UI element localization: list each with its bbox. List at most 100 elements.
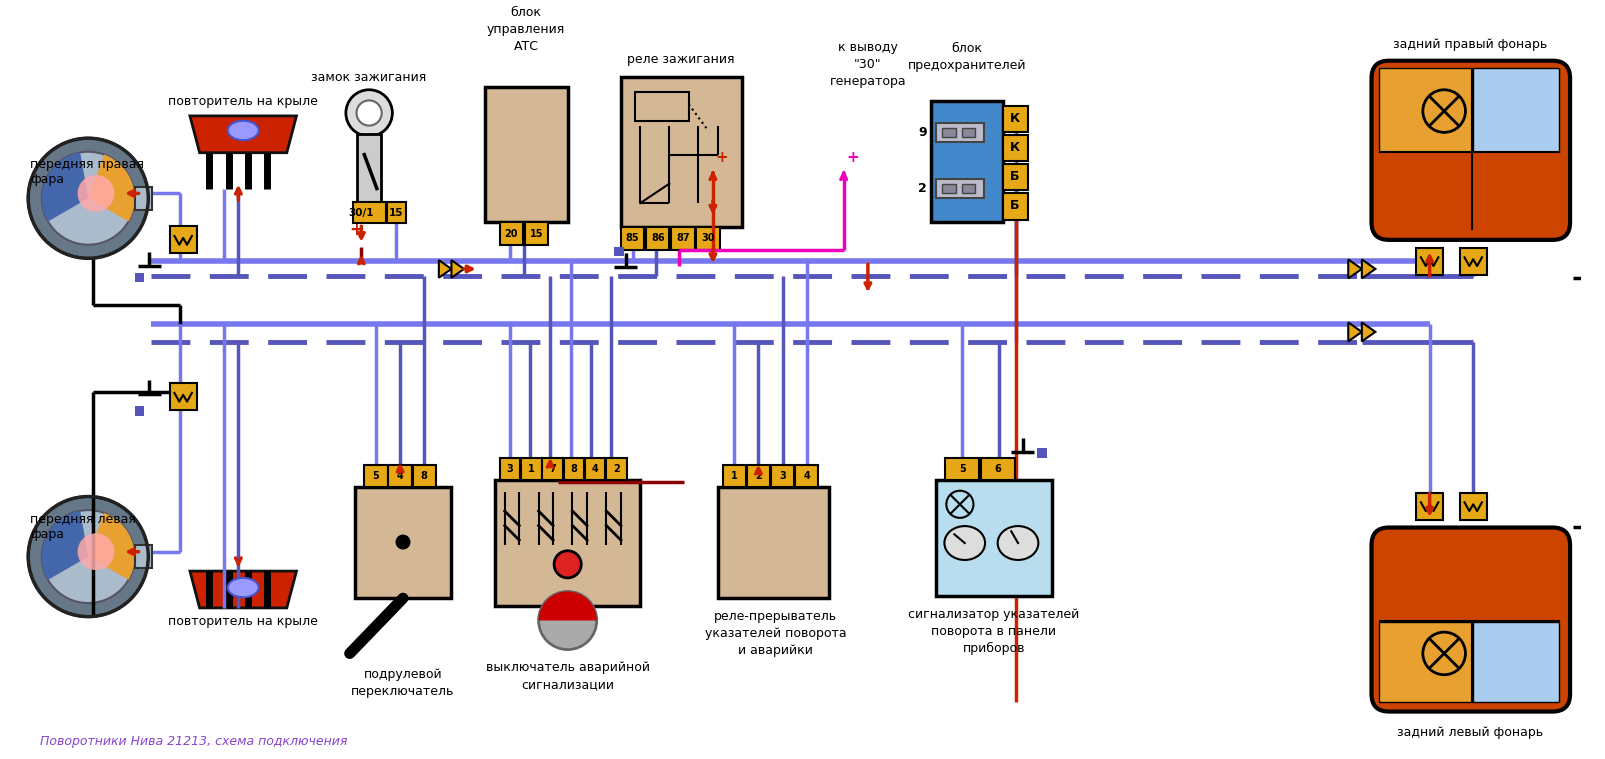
Text: 5: 5 bbox=[372, 471, 379, 480]
FancyBboxPatch shape bbox=[1472, 68, 1558, 153]
Text: 1: 1 bbox=[528, 464, 534, 474]
Text: 7: 7 bbox=[549, 464, 555, 474]
Text: 4: 4 bbox=[396, 471, 403, 480]
FancyBboxPatch shape bbox=[1379, 68, 1472, 153]
Wedge shape bbox=[88, 513, 135, 580]
FancyBboxPatch shape bbox=[412, 465, 435, 487]
FancyBboxPatch shape bbox=[1371, 528, 1570, 711]
Text: 6: 6 bbox=[993, 464, 1002, 474]
FancyBboxPatch shape bbox=[353, 202, 385, 223]
FancyBboxPatch shape bbox=[613, 247, 623, 257]
FancyBboxPatch shape bbox=[931, 102, 1003, 222]
FancyBboxPatch shape bbox=[936, 123, 984, 142]
FancyBboxPatch shape bbox=[358, 134, 380, 202]
Circle shape bbox=[77, 534, 114, 570]
Text: блок
предохранителей: блок предохранителей bbox=[907, 43, 1026, 72]
Text: 20: 20 bbox=[504, 228, 518, 238]
Polygon shape bbox=[1348, 323, 1361, 342]
Wedge shape bbox=[538, 591, 597, 621]
FancyBboxPatch shape bbox=[645, 227, 669, 250]
Text: передняя правая
фара: передняя правая фара bbox=[30, 158, 144, 185]
FancyBboxPatch shape bbox=[522, 458, 541, 480]
FancyBboxPatch shape bbox=[961, 184, 974, 194]
Text: подрулевой
переключатель: подрулевой переключатель bbox=[351, 668, 454, 698]
FancyBboxPatch shape bbox=[1037, 448, 1046, 458]
FancyBboxPatch shape bbox=[697, 227, 719, 250]
Text: 86: 86 bbox=[650, 234, 664, 244]
FancyBboxPatch shape bbox=[1379, 153, 1560, 229]
FancyBboxPatch shape bbox=[1459, 493, 1486, 520]
Text: реле-прерыватель
указателей поворота
и аварийки: реле-прерыватель указателей поворота и а… bbox=[705, 609, 846, 657]
Text: задний левый фонарь: задний левый фонарь bbox=[1396, 726, 1542, 739]
FancyBboxPatch shape bbox=[746, 465, 769, 487]
FancyBboxPatch shape bbox=[135, 272, 144, 282]
FancyBboxPatch shape bbox=[607, 458, 626, 480]
Text: 3: 3 bbox=[778, 471, 785, 480]
FancyBboxPatch shape bbox=[1599, 272, 1605, 282]
FancyBboxPatch shape bbox=[485, 87, 567, 222]
FancyBboxPatch shape bbox=[1003, 106, 1027, 132]
Text: Б: Б bbox=[1010, 200, 1019, 213]
Ellipse shape bbox=[944, 526, 984, 560]
Text: замок зажигания: замок зажигания bbox=[311, 71, 427, 84]
Text: 3: 3 bbox=[506, 464, 514, 474]
Text: 30: 30 bbox=[701, 234, 714, 244]
Circle shape bbox=[356, 100, 382, 125]
Ellipse shape bbox=[228, 578, 258, 597]
Text: повторитель на крыле: повторитель на крыле bbox=[169, 615, 318, 628]
FancyBboxPatch shape bbox=[936, 480, 1051, 597]
Text: 4: 4 bbox=[802, 471, 811, 480]
Polygon shape bbox=[451, 260, 464, 278]
Text: 4: 4 bbox=[592, 464, 599, 474]
Wedge shape bbox=[88, 155, 135, 222]
Text: +: + bbox=[716, 150, 729, 165]
FancyBboxPatch shape bbox=[717, 487, 828, 598]
FancyBboxPatch shape bbox=[584, 458, 605, 480]
Circle shape bbox=[42, 152, 135, 244]
Circle shape bbox=[29, 496, 148, 616]
Text: блок
управления
АТС: блок управления АТС bbox=[486, 6, 565, 53]
Text: сигнализатор указателей
поворота в панели
приборов: сигнализатор указателей поворота в панел… bbox=[907, 608, 1079, 655]
FancyBboxPatch shape bbox=[388, 465, 411, 487]
Text: выключатель аварийной
сигнализации: выключатель аварийной сигнализации bbox=[485, 661, 650, 691]
FancyBboxPatch shape bbox=[542, 458, 562, 480]
FancyBboxPatch shape bbox=[1416, 247, 1443, 275]
FancyBboxPatch shape bbox=[1472, 622, 1558, 702]
FancyBboxPatch shape bbox=[499, 458, 520, 480]
Text: 8: 8 bbox=[421, 471, 427, 480]
Text: задний правый фонарь: задний правый фонарь bbox=[1392, 38, 1547, 51]
Text: 5: 5 bbox=[958, 464, 965, 474]
Text: повторитель на крыле: повторитель на крыле bbox=[169, 95, 318, 109]
Circle shape bbox=[42, 510, 135, 603]
Polygon shape bbox=[438, 260, 451, 278]
Text: 15: 15 bbox=[530, 228, 542, 238]
Text: Поворотники Нива 21213, схема подключения: Поворотники Нива 21213, схема подключени… bbox=[40, 735, 347, 748]
FancyBboxPatch shape bbox=[525, 222, 547, 244]
Text: 85: 85 bbox=[626, 234, 639, 244]
Wedge shape bbox=[42, 153, 88, 222]
FancyBboxPatch shape bbox=[494, 480, 640, 606]
Circle shape bbox=[538, 591, 597, 650]
FancyBboxPatch shape bbox=[1379, 535, 1560, 622]
FancyBboxPatch shape bbox=[170, 226, 196, 254]
FancyBboxPatch shape bbox=[1599, 523, 1605, 532]
Polygon shape bbox=[1361, 323, 1374, 342]
Polygon shape bbox=[189, 116, 297, 153]
FancyBboxPatch shape bbox=[794, 465, 819, 487]
Text: К: К bbox=[1010, 141, 1019, 154]
Text: +: + bbox=[846, 150, 859, 165]
FancyBboxPatch shape bbox=[1003, 135, 1027, 162]
Text: 30/1: 30/1 bbox=[348, 208, 374, 218]
FancyBboxPatch shape bbox=[1003, 194, 1027, 219]
FancyBboxPatch shape bbox=[387, 202, 406, 223]
Circle shape bbox=[29, 138, 148, 258]
FancyBboxPatch shape bbox=[936, 179, 984, 198]
FancyBboxPatch shape bbox=[135, 187, 152, 209]
Polygon shape bbox=[1348, 260, 1361, 279]
FancyBboxPatch shape bbox=[1416, 493, 1443, 520]
FancyBboxPatch shape bbox=[621, 77, 742, 227]
Wedge shape bbox=[42, 511, 88, 580]
FancyBboxPatch shape bbox=[945, 458, 979, 480]
Text: 9: 9 bbox=[918, 126, 926, 139]
Text: 1: 1 bbox=[730, 471, 737, 480]
